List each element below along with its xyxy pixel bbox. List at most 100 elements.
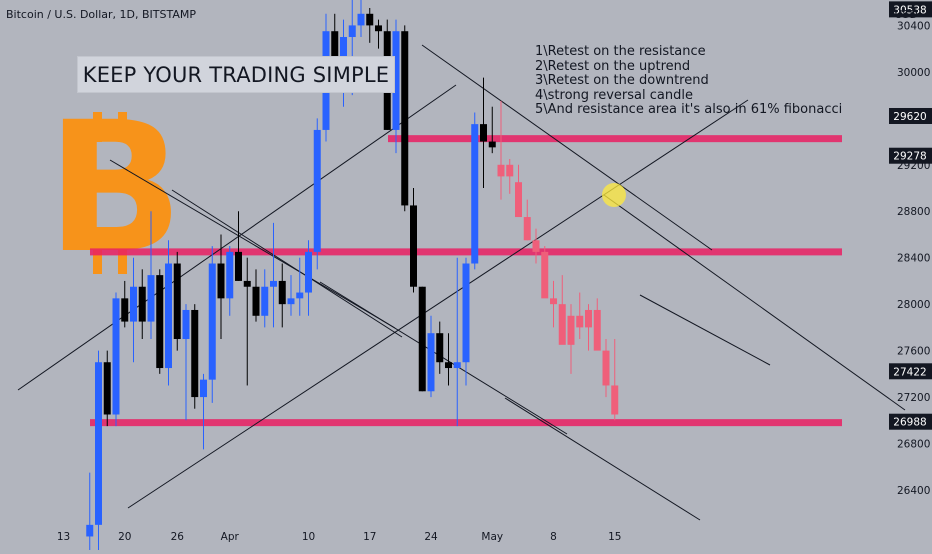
candle bbox=[357, 13, 365, 26]
trend-line bbox=[319, 281, 568, 435]
candle bbox=[401, 31, 409, 206]
candle bbox=[191, 309, 199, 398]
note-item: 3\Retest on the downtrend bbox=[535, 73, 709, 88]
bitcoin-logo-icon-bar bbox=[118, 246, 127, 274]
candle bbox=[173, 263, 181, 340]
x-tick-label: Apr bbox=[221, 531, 240, 543]
x-tick-label: 26 bbox=[171, 531, 185, 543]
candle bbox=[296, 292, 304, 299]
trend-line bbox=[504, 397, 701, 521]
projected-candle bbox=[523, 217, 531, 241]
y-tick-label: 30000 bbox=[897, 67, 930, 79]
x-tick-label: 13 bbox=[57, 531, 70, 543]
candle bbox=[217, 263, 225, 299]
candle bbox=[305, 251, 312, 293]
projected-candle bbox=[506, 164, 514, 177]
candle bbox=[313, 129, 321, 252]
projected-candle bbox=[585, 309, 592, 328]
candle bbox=[480, 124, 487, 142]
candle bbox=[427, 333, 435, 392]
resistance-zone bbox=[388, 135, 842, 143]
y-tick-label: 26800 bbox=[897, 439, 930, 451]
candle bbox=[226, 251, 234, 299]
price-label: 27422 bbox=[893, 366, 926, 378]
price-label: 26988 bbox=[893, 417, 926, 429]
candle bbox=[261, 286, 269, 316]
candle bbox=[165, 263, 172, 369]
price-label: 29278 bbox=[893, 151, 926, 163]
trend-line bbox=[127, 99, 749, 509]
bitcoin-logo-icon-bar bbox=[93, 246, 102, 274]
symbol-header: Bitcoin / U.S. Dollar, 1D, BITSTAMP bbox=[6, 8, 196, 21]
y-tick-label: 28000 bbox=[897, 299, 930, 311]
candle bbox=[95, 362, 102, 525]
price-label-box bbox=[889, 1, 932, 18]
note-item: 2\Retest on the uptrend bbox=[535, 58, 691, 74]
note-item: 5\And resistance area it's also in 61% f… bbox=[535, 102, 843, 117]
candle bbox=[410, 205, 417, 287]
analysis-notes: 1\Retest on the resistance 2\Retest on t… bbox=[535, 44, 843, 118]
candle bbox=[488, 141, 496, 148]
candle bbox=[287, 298, 295, 305]
projected-candle bbox=[550, 298, 557, 305]
price-label-box bbox=[889, 363, 932, 380]
projected-candle bbox=[497, 164, 505, 177]
projected-candle bbox=[576, 315, 584, 328]
price-label-box bbox=[889, 107, 932, 124]
y-tick-label: 27200 bbox=[897, 392, 930, 404]
y-tick-label: 30400 bbox=[897, 20, 930, 32]
candle bbox=[235, 251, 242, 281]
trend-line bbox=[421, 44, 713, 251]
projected-candle bbox=[532, 240, 540, 252]
bitcoin-logo-icon: B bbox=[46, 84, 183, 293]
candle bbox=[453, 362, 461, 369]
candle bbox=[366, 13, 374, 26]
bitcoin-logo-icon-bar bbox=[93, 112, 102, 142]
x-tick-label: 15 bbox=[608, 531, 621, 543]
candle bbox=[182, 309, 190, 340]
x-tick-label: 8 bbox=[550, 531, 557, 543]
banner-text: KEEP YOUR TRADING SIMPLE bbox=[82, 63, 390, 87]
y-tick-label: 28800 bbox=[897, 206, 930, 218]
candle bbox=[278, 280, 286, 305]
y-tick-label: 28400 bbox=[897, 253, 930, 265]
candle bbox=[86, 524, 94, 537]
note-item: 4\strong reversal candle bbox=[535, 87, 693, 103]
candle bbox=[471, 124, 479, 264]
projected-candle bbox=[593, 309, 601, 351]
candle bbox=[130, 286, 137, 322]
y-tick-label: 27600 bbox=[897, 346, 930, 358]
candle bbox=[147, 275, 155, 322]
candle bbox=[252, 286, 260, 316]
projected-candle bbox=[558, 304, 566, 345]
candle bbox=[243, 280, 251, 287]
candle bbox=[103, 362, 111, 415]
price-label-box bbox=[889, 413, 932, 430]
candle bbox=[121, 298, 129, 322]
bitcoin-logo-icon-bar bbox=[118, 112, 127, 142]
banner-box: KEEP YOUR TRADING SIMPLE bbox=[77, 56, 395, 93]
projected-candle bbox=[602, 350, 610, 386]
candle bbox=[138, 286, 146, 322]
resistance-zone bbox=[90, 248, 842, 256]
candle bbox=[200, 379, 207, 398]
candle bbox=[270, 280, 277, 287]
candle bbox=[156, 275, 164, 369]
x-tick-label: May bbox=[481, 531, 503, 543]
candle bbox=[392, 31, 400, 130]
x-tick-label: 17 bbox=[363, 531, 376, 543]
currency-label: USD bbox=[894, 8, 918, 21]
projected-candle bbox=[611, 385, 619, 415]
price-label-box bbox=[889, 147, 932, 164]
candle bbox=[418, 286, 426, 392]
trend-line bbox=[171, 189, 403, 338]
candle bbox=[112, 298, 120, 415]
trend-line bbox=[109, 159, 396, 329]
candle bbox=[445, 362, 452, 369]
candle bbox=[375, 25, 382, 32]
y-tick-label: 26400 bbox=[897, 485, 930, 497]
price-axis-bg bbox=[885, 0, 932, 550]
resistance-zone bbox=[90, 419, 842, 427]
